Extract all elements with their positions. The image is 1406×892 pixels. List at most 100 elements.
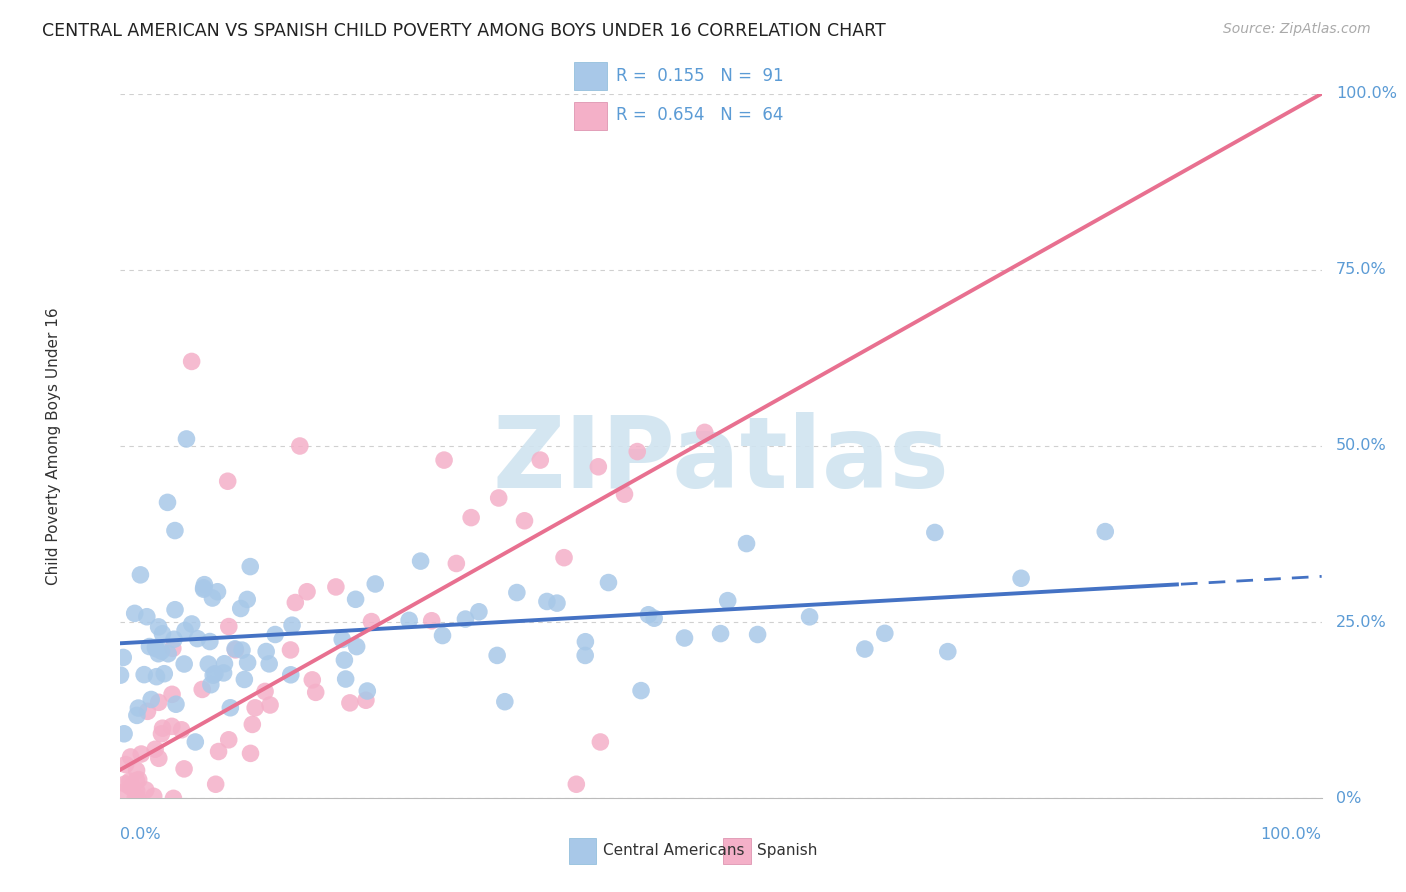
Point xyxy=(193,577,215,591)
Point xyxy=(197,657,219,671)
Point xyxy=(134,667,156,681)
Bar xyxy=(574,62,607,90)
Point xyxy=(170,723,193,737)
Point xyxy=(630,683,652,698)
Point xyxy=(433,453,456,467)
Point xyxy=(936,645,959,659)
Point xyxy=(118,774,141,789)
Point xyxy=(420,614,443,628)
Point xyxy=(200,678,222,692)
Point xyxy=(233,673,256,687)
Bar xyxy=(568,838,596,863)
Point xyxy=(295,584,318,599)
Point xyxy=(218,732,240,747)
Point xyxy=(153,666,176,681)
Point xyxy=(160,719,183,733)
Point xyxy=(128,772,150,787)
Point xyxy=(163,524,186,538)
Point xyxy=(335,672,357,686)
Point xyxy=(114,784,136,798)
Point xyxy=(127,701,149,715)
Point xyxy=(344,592,367,607)
Point xyxy=(224,643,246,657)
Point xyxy=(637,607,659,622)
Point xyxy=(488,491,510,505)
Point xyxy=(163,632,186,647)
Text: Child Poverty Among Boys Under 16: Child Poverty Among Boys Under 16 xyxy=(46,307,60,585)
Point xyxy=(180,354,202,368)
Point xyxy=(460,510,482,524)
Point xyxy=(150,727,173,741)
Text: R =  0.654   N =  64: R = 0.654 N = 64 xyxy=(616,106,783,124)
Point xyxy=(709,626,731,640)
Point xyxy=(432,628,454,642)
Text: Source: ZipAtlas.com: Source: ZipAtlas.com xyxy=(1223,22,1371,37)
Point xyxy=(224,641,246,656)
Point xyxy=(254,684,277,698)
Point xyxy=(138,640,160,654)
Point xyxy=(236,592,259,607)
Text: 0%: 0% xyxy=(1336,791,1361,805)
Point xyxy=(574,634,596,648)
Text: 50.0%: 50.0% xyxy=(1336,439,1386,453)
Point xyxy=(124,607,146,621)
Point xyxy=(129,567,152,582)
Point xyxy=(446,557,468,571)
Point xyxy=(346,640,368,654)
Point xyxy=(1094,524,1116,539)
Point xyxy=(191,682,214,697)
Point xyxy=(356,684,378,698)
Point xyxy=(243,701,266,715)
Point xyxy=(598,575,620,590)
Point xyxy=(360,615,382,629)
Point xyxy=(717,593,740,607)
Point xyxy=(124,791,146,805)
Point xyxy=(201,591,224,605)
Point xyxy=(112,727,135,741)
Point xyxy=(301,673,323,687)
Point xyxy=(546,596,568,610)
Point xyxy=(148,647,170,661)
Point xyxy=(553,550,575,565)
Point xyxy=(529,453,551,467)
Point xyxy=(536,594,558,608)
Point xyxy=(280,668,302,682)
Point xyxy=(236,656,259,670)
Point xyxy=(454,612,477,626)
Point xyxy=(156,495,179,509)
Point xyxy=(239,747,262,761)
Point xyxy=(152,721,174,735)
Bar xyxy=(723,838,751,863)
Point xyxy=(157,647,180,661)
Point xyxy=(281,618,304,632)
Text: Spanish: Spanish xyxy=(758,844,818,858)
Text: Central Americans: Central Americans xyxy=(603,844,744,858)
Point xyxy=(693,425,716,440)
Point xyxy=(145,670,167,684)
Point xyxy=(240,717,263,731)
Point xyxy=(207,584,229,599)
Point xyxy=(141,692,163,706)
Point xyxy=(173,762,195,776)
Point xyxy=(110,668,132,682)
Point xyxy=(120,750,142,764)
Point xyxy=(924,525,946,540)
Point xyxy=(125,708,148,723)
Text: 75.0%: 75.0% xyxy=(1336,262,1386,277)
Point xyxy=(148,695,170,709)
Point xyxy=(574,648,596,663)
Point xyxy=(148,620,170,634)
Point xyxy=(288,439,311,453)
Point xyxy=(120,780,142,794)
Point xyxy=(214,657,236,671)
Point xyxy=(207,745,229,759)
Point xyxy=(198,634,221,648)
Point xyxy=(257,657,280,671)
Point xyxy=(127,791,149,805)
Point xyxy=(589,735,612,749)
Point xyxy=(152,626,174,640)
Point xyxy=(212,665,235,680)
Point xyxy=(254,644,277,658)
Point xyxy=(204,666,226,681)
Point xyxy=(173,657,195,671)
